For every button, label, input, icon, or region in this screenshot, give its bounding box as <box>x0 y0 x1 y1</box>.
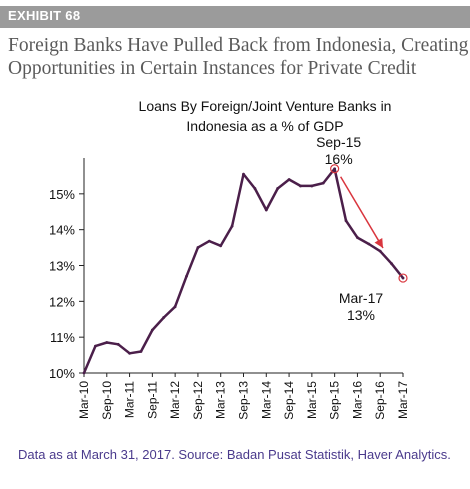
source-note: Data as at March 31, 2017. Source: Badan… <box>18 447 451 462</box>
y-tick-label: 12% <box>49 294 75 309</box>
x-tick-label: Sep-14 <box>282 381 296 420</box>
annotation-label-date: Mar-17 <box>339 290 384 306</box>
headline-line-1: Foreign Banks Have Pulled Back from Indo… <box>8 35 469 56</box>
data-point <box>82 371 86 375</box>
y-tick-label: 11% <box>50 330 75 345</box>
data-point <box>287 178 291 181</box>
data-point <box>378 249 382 253</box>
y-tick-label: 15% <box>49 187 75 202</box>
y-tick-label: 14% <box>49 223 75 238</box>
data-point <box>367 242 371 246</box>
exhibit-bar: EXHIBIT 68 <box>0 6 470 28</box>
exhibit-label: EXHIBIT 68 <box>8 8 81 23</box>
data-point <box>185 274 188 278</box>
data-point <box>105 341 109 344</box>
data-point <box>116 342 120 346</box>
data-point <box>173 305 177 309</box>
annotation-label-date: Sep-15 <box>316 134 361 150</box>
x-tick-label: Mar-16 <box>350 381 364 419</box>
data-point <box>310 184 314 188</box>
data-point <box>139 350 143 353</box>
data-point <box>219 244 223 248</box>
x-tick-label: Mar-15 <box>305 381 319 419</box>
data-point <box>390 262 394 266</box>
trend-arrow-layer <box>339 176 384 249</box>
trend-arrow-shaft <box>339 176 384 249</box>
headline: Foreign Banks Have Pulled Back from Indo… <box>8 34 468 80</box>
data-point <box>344 219 348 223</box>
data-point <box>276 187 280 190</box>
x-tick-label: Sep-13 <box>237 381 251 420</box>
data-point <box>356 236 359 239</box>
x-tick-label: Mar-13 <box>214 381 228 419</box>
data-point <box>230 224 234 228</box>
headline-line-2: Opportunities in Certain Instances for P… <box>8 58 417 79</box>
data-point <box>207 239 211 243</box>
series-layer <box>82 167 405 375</box>
annotation-marker <box>398 273 408 283</box>
x-tick-label: Mar-11 <box>123 381 137 418</box>
x-tick-label: Mar-17 <box>396 381 410 419</box>
data-point <box>253 187 257 190</box>
data-point <box>128 351 131 355</box>
y-tick-label: 10% <box>49 366 75 381</box>
chart-title-line-1: Loans By Foreign/Joint Venture Banks in <box>139 98 392 114</box>
x-tick-label: Sep-12 <box>191 381 205 420</box>
trend-arrow-head <box>374 238 383 249</box>
y-tick-label: 13% <box>49 259 75 274</box>
x-tick-label: Mar-14 <box>259 381 273 419</box>
data-point <box>196 246 200 249</box>
x-tick-label: Sep-11 <box>145 381 159 419</box>
data-point <box>264 208 268 212</box>
x-axis-ticks: Mar-10 Sep-10 Mar-11 Sep-11 Mar-12 Sep-12 Mar-… <box>77 373 410 420</box>
data-point <box>242 172 245 176</box>
chart-axes <box>83 158 403 374</box>
data-point <box>321 181 325 185</box>
data-point <box>333 167 337 171</box>
x-tick-label: Mar-10 <box>77 381 91 419</box>
data-point <box>401 276 405 280</box>
x-tick-label: Sep-16 <box>373 381 387 420</box>
chart-title-line-2: Indonesia as a % of GDP <box>186 118 343 134</box>
data-point <box>93 344 97 348</box>
data-point <box>299 184 302 188</box>
x-tick-label: Mar-12 <box>168 381 182 419</box>
data-point <box>162 316 166 319</box>
data-point <box>150 328 154 332</box>
y-axis-ticks: 10% 11% 12% 13% 14% 15% <box>49 187 84 381</box>
x-tick-label: Sep-10 <box>100 381 114 420</box>
annotation-label-value: 13% <box>347 307 375 323</box>
annotation-marker <box>330 164 340 174</box>
series-line <box>82 167 405 375</box>
line-chart: Loans By Foreign/Joint Venture Banks in … <box>49 98 410 420</box>
annotation-label-value: 16% <box>325 151 353 167</box>
x-tick-label: Sep-15 <box>328 381 342 420</box>
